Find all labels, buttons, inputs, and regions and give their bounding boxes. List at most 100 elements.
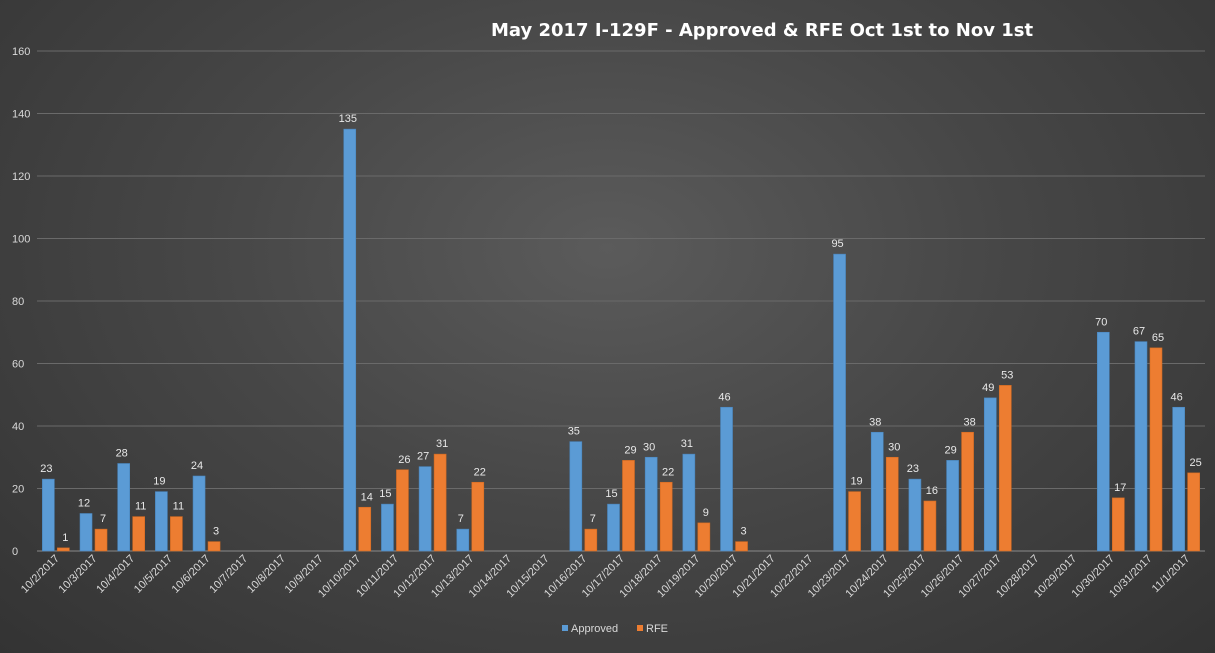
data-label: 16 [926,485,938,497]
y-tick-label: 40 [12,421,24,433]
data-label: 22 [662,466,674,478]
bar-rfe-18 [735,541,748,552]
data-label: 17 [1114,482,1126,494]
data-label: 30 [643,441,655,453]
gridlines [37,50,1205,552]
data-label: 46 [718,391,730,403]
bar-rfe-29 [1149,347,1163,552]
data-label: 38 [869,416,881,428]
x-tick-label: 10/2/2017 [19,553,62,596]
bar-rfe-1 [94,528,108,552]
bar-approved-15 [607,503,620,552]
x-tick-label: 10/8/2017 [245,553,288,596]
data-label: 28 [116,448,128,460]
data-label: 7 [100,513,106,525]
data-label: 31 [681,438,693,450]
y-axis: 0 20 40 60 80 100 120 140 160 [12,46,30,558]
bar-approved-14 [569,441,583,552]
bar-approved-22 [870,431,884,552]
x-tick-label: 10/6/2017 [170,553,213,596]
bar-rfe-16 [659,481,673,552]
bar-approved-10 [418,466,432,552]
bar-rfe-8 [358,506,372,552]
bar-approved-16 [644,456,658,552]
data-label: 1 [62,532,68,544]
data-label: 25 [1190,457,1202,469]
bar-rfe-10 [433,453,447,552]
data-label: 9 [703,507,709,519]
y-tick-label: 60 [12,359,24,371]
bar-approved-4 [192,475,206,552]
data-label: 3 [213,526,219,538]
y-tick-label: 160 [12,46,30,58]
bar-approved-25 [983,397,997,552]
x-tick-label: 10/7/2017 [207,553,250,596]
data-label: 7 [458,513,464,525]
bar-rfe-23 [923,500,937,552]
data-label: 70 [1095,316,1107,328]
data-label: 22 [474,466,486,478]
data-label: 11 [173,501,184,513]
data-label: 135 [339,113,357,125]
data-label: 49 [982,382,994,394]
bars [42,128,1200,552]
data-label: 30 [888,441,900,453]
bar-rfe-9 [396,469,409,552]
data-label: 19 [850,476,862,488]
data-label: 26 [398,454,410,466]
legend-swatch-approved [562,625,568,631]
bar-rfe-22 [885,456,899,552]
bar-approved-11 [456,528,470,552]
legend-label-rfe: RFE [646,623,668,635]
bar-rfe-15 [622,460,635,552]
data-label: 19 [153,476,165,488]
x-axis: 10/2/201710/3/201710/4/201710/5/201710/6… [19,553,1192,600]
y-tick-label: 100 [12,234,30,246]
bar-approved-3 [155,491,168,552]
legend-swatch-rfe [637,625,643,631]
x-tick-label: 10/4/2017 [94,553,137,596]
data-label: 12 [78,498,90,510]
data-label: 67 [1133,326,1145,338]
bar-approved-30 [1172,406,1185,552]
legend-label-approved: Approved [571,623,618,635]
data-label: 53 [1001,369,1013,381]
data-label: 23 [907,463,919,475]
bar-approved-24 [946,460,959,552]
data-label: 23 [40,463,52,475]
data-label: 29 [944,444,956,456]
data-label: 38 [963,416,975,428]
bar-rfe-2 [132,516,145,552]
data-label: 31 [436,438,448,450]
bar-rfe-14 [584,528,598,552]
legend: Approved RFE [562,623,668,635]
bar-rfe-11 [471,481,485,552]
bar-approved-29 [1134,341,1148,552]
y-tick-label: 140 [12,109,30,121]
x-tick-label: 11/1/2017 [1150,553,1193,596]
data-label: 14 [361,491,373,503]
bar-rfe-30 [1187,472,1200,552]
bar-approved-21 [833,253,846,552]
data-label: 95 [831,238,843,250]
bar-approved-9 [381,503,394,552]
data-label: 29 [624,444,636,456]
bar-rfe-3 [170,516,183,552]
y-tick-label: 80 [12,296,24,308]
data-label: 7 [590,513,596,525]
x-tick-label: 10/3/2017 [57,553,100,596]
bar-approved-8 [343,128,357,552]
bar-approved-0 [42,478,55,552]
y-tick-label: 120 [12,171,30,183]
data-label: 15 [605,488,617,500]
data-label: 3 [740,526,746,538]
y-tick-label: 20 [12,484,24,496]
y-tick-label: 0 [12,546,18,558]
bar-rfe-24 [961,431,974,552]
bar-rfe-17 [697,522,711,552]
bar-rfe-21 [848,491,861,552]
bar-approved-18 [720,406,733,552]
